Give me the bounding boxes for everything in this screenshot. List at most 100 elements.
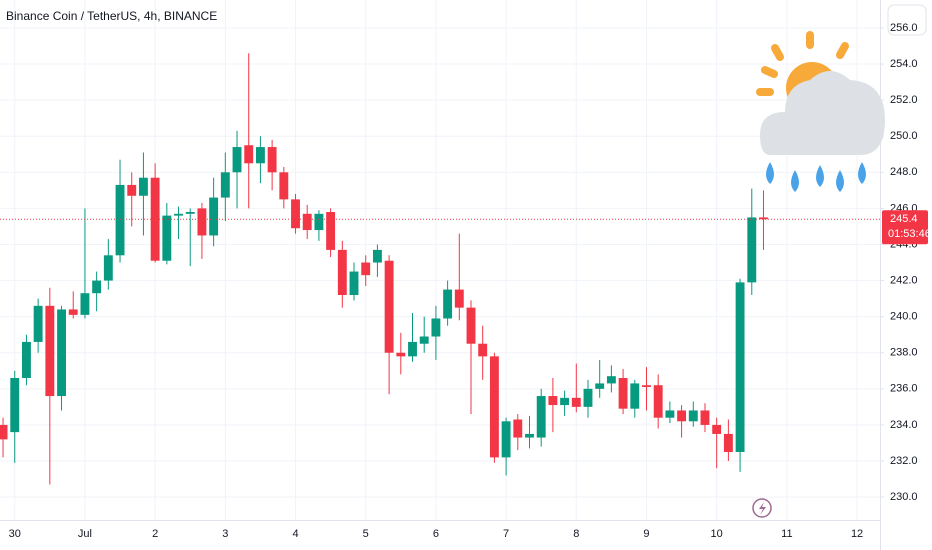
x-tick-label: 10 — [711, 528, 723, 540]
x-tick-label: Jul — [78, 528, 92, 540]
candle-body — [665, 410, 675, 418]
y-tick-label: 230.0 — [890, 491, 918, 503]
y-tick-label: 252.0 — [890, 94, 918, 106]
last-price-label: 245.4 — [890, 213, 918, 225]
y-tick-label: 240.0 — [890, 311, 918, 323]
x-tick-label: 12 — [851, 528, 863, 540]
candle-body — [618, 378, 628, 409]
y-tick-label: 248.0 — [890, 166, 918, 178]
candle-body — [361, 262, 371, 276]
candle-body — [712, 424, 722, 434]
candle-body — [255, 147, 265, 164]
candles — [0, 53, 768, 485]
candle-body — [466, 307, 476, 344]
weather-icon — [756, 31, 885, 192]
candle-body — [384, 260, 394, 353]
candle-body — [525, 433, 534, 438]
candle-body — [326, 212, 336, 250]
candle-body — [396, 352, 406, 357]
x-tick-label: 5 — [363, 528, 369, 540]
candle-body — [606, 376, 616, 384]
lightning-icon[interactable] — [752, 498, 772, 518]
candle-body — [677, 410, 687, 422]
y-tick-label: 256.0 — [890, 22, 918, 34]
candle-body — [267, 147, 277, 173]
x-tick-label: 4 — [292, 528, 298, 540]
x-tick-label: 11 — [781, 528, 792, 540]
candle-body — [560, 397, 570, 406]
candle-body — [0, 424, 8, 440]
countdown-label: 01:53:46 — [888, 228, 931, 240]
candle-body — [21, 341, 31, 379]
candle-body — [595, 383, 605, 389]
candle-body — [220, 172, 230, 198]
candle-body — [653, 385, 663, 418]
candle-body — [10, 378, 20, 433]
candle-body — [431, 318, 441, 337]
candle-body — [723, 433, 733, 452]
candle-body — [57, 309, 66, 397]
y-tick-label: 234.0 — [890, 419, 918, 431]
candle-body — [747, 217, 757, 283]
candle-body — [408, 341, 417, 357]
candle-body — [33, 305, 43, 342]
candle-body — [209, 197, 219, 236]
candle-body — [571, 397, 581, 407]
candle-body — [115, 184, 125, 256]
candle-body — [68, 309, 78, 315]
y-tick-label: 242.0 — [890, 274, 918, 286]
candle-body — [583, 388, 593, 407]
candle-body — [536, 396, 546, 438]
candle-body — [700, 410, 710, 425]
candle-body — [150, 177, 160, 261]
candle-body — [162, 215, 172, 261]
candle-body — [174, 213, 183, 216]
x-tick-label: 3 — [222, 528, 228, 540]
candle-body — [45, 305, 55, 397]
candle-body — [548, 396, 558, 406]
candle-body — [735, 282, 745, 452]
candle-body — [103, 255, 113, 281]
y-tick-label: 232.0 — [890, 455, 918, 467]
chart-title: Binance Coin / TetherUS, 4h, BINANCE — [6, 9, 217, 23]
candle-body — [349, 271, 359, 296]
candle-body — [454, 289, 464, 308]
candle-body — [232, 147, 242, 173]
grid — [0, 0, 880, 520]
y-tick-label: 254.0 — [890, 58, 918, 70]
x-tick-label: 8 — [573, 528, 579, 540]
candle-body — [92, 280, 102, 294]
candle-body — [138, 177, 148, 196]
candle-body — [478, 343, 488, 357]
candle-body — [513, 419, 523, 438]
x-tick-label: 2 — [152, 528, 158, 540]
candle-body — [291, 199, 300, 229]
settings-button[interactable] — [887, 4, 927, 36]
candle-body — [688, 410, 698, 422]
candle-body — [80, 293, 90, 315]
y-tick-label: 236.0 — [890, 383, 918, 395]
candle-body — [372, 249, 382, 263]
candle-body — [314, 213, 324, 231]
x-tick-label: 30 — [9, 528, 21, 540]
x-tick-label: 7 — [503, 528, 509, 540]
candle-body — [127, 184, 137, 196]
candle-body — [337, 249, 347, 296]
candle-body — [302, 213, 312, 231]
candle-body — [642, 385, 651, 388]
candle-body — [630, 383, 640, 409]
candle-body — [759, 217, 768, 220]
last-price-box — [882, 210, 928, 245]
candle-body — [197, 208, 207, 236]
candle-body — [279, 172, 289, 200]
candle-body — [419, 336, 429, 344]
candle-body — [244, 145, 254, 164]
x-tick-label: 9 — [643, 528, 649, 540]
candle-body — [489, 356, 499, 458]
candle-body — [501, 421, 511, 458]
x-tick-label: 6 — [433, 528, 439, 540]
candle-body — [443, 289, 453, 319]
y-tick-label: 250.0 — [890, 130, 918, 142]
candle-body — [185, 212, 195, 214]
